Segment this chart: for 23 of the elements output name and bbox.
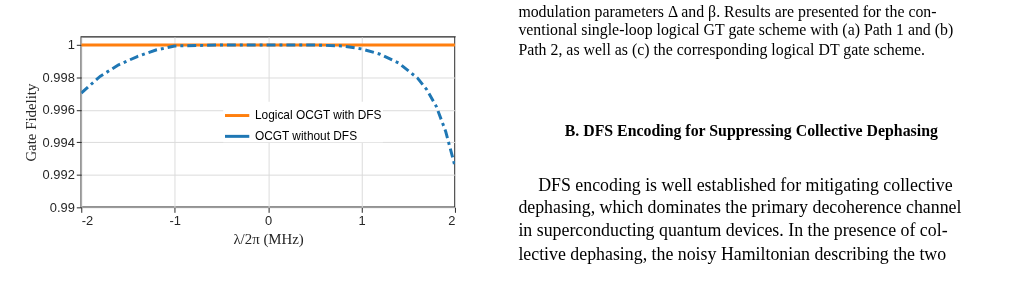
y-tick-label: 0.994 [42,134,75,150]
text: B. DFS Encoding for Suppressing Collective Dephasing [564,121,938,140]
text: modulation parameters Δ and β. Results are presented for the con- [518,3,937,22]
text: dephasing, which dominates the primary decoherence channel [518,197,962,218]
y-tick-label: 1 [67,37,75,53]
y-axis-title: Gate Fidelity [22,83,39,162]
text: DFS encoding is well established for mitigating collective [538,174,953,195]
text: Path 2, as well as (c) the corresponding logical DT gate scheme. [518,40,926,59]
y-tick-label: 0.99 [49,199,75,215]
x-tick-label: 2 [448,212,456,228]
x-axis-title: λ/2π (MHz) [233,230,304,248]
text: in superconducting quantum devices. In the presence of col- [518,220,948,241]
x-tick-label: 1 [358,212,366,228]
x-tick-label: -2 [81,212,94,228]
text: lective dephasing, the noisy Hamiltonian describing the two [518,243,947,264]
x-tick-label: 0 [265,212,273,228]
y-tick-label: 0.998 [42,69,75,85]
legend-label: OCGT without DFS [254,129,358,144]
legend-label: Logical OCGT with DFS [254,108,382,123]
x-tick-label: -1 [169,212,181,228]
y-tick-label: 0.992 [42,167,75,183]
text: ventional single-loop logical GT gate scheme with (a) Path 1 and (b) [518,20,954,39]
y-tick-label: 0.996 [42,102,75,118]
